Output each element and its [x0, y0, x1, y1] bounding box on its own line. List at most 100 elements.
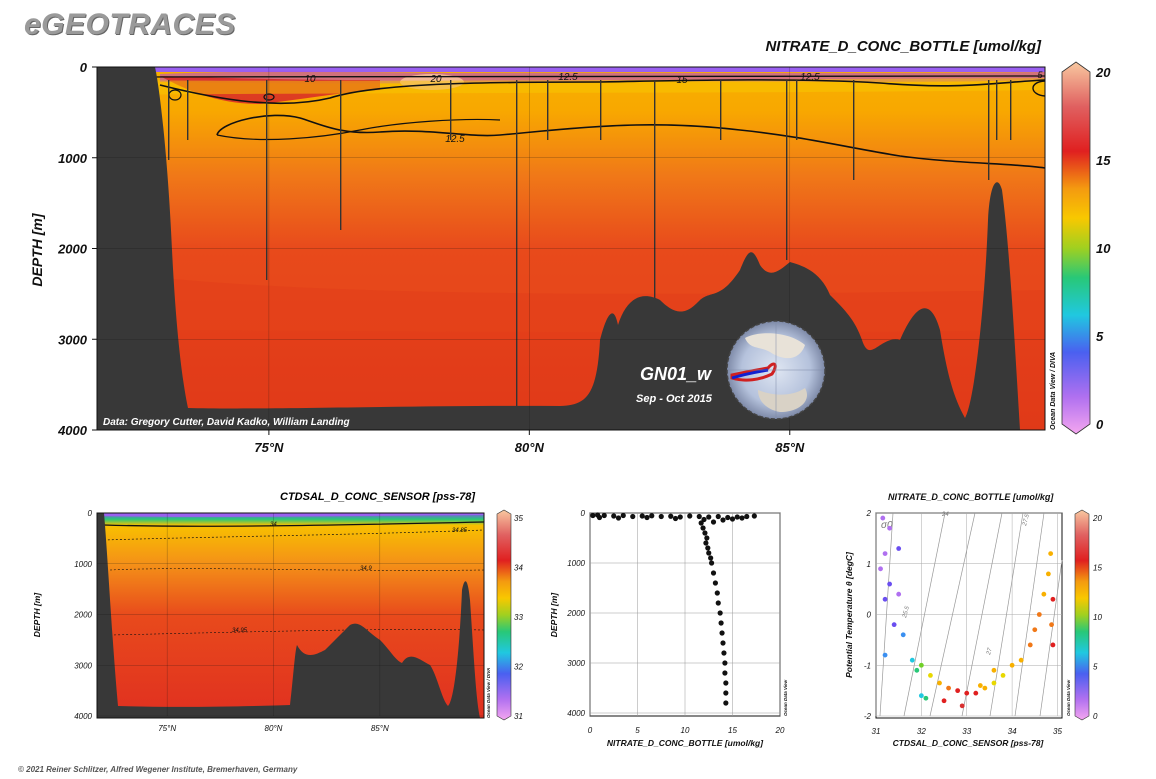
salinity-y-label: DEPTH [m] [32, 592, 42, 638]
brand-logo: eGEOTRACES [24, 8, 236, 41]
profile-y-label: DEPTH [m] [549, 592, 559, 638]
ts-point [896, 546, 902, 551]
profile-point [706, 550, 712, 556]
ts-x-axis: 31 32 33 34 35 [872, 727, 1063, 736]
isopycnal-line [879, 512, 894, 717]
ts-colorbar-ticks: 0 5 10 15 20 [1092, 514, 1102, 721]
profile-y-tick-label: 1000 [567, 559, 585, 568]
ts-y-tick-label: 0 [867, 611, 872, 620]
salinity-title: CTDSAL_D_CONC_SENSOR [pss-78] [280, 491, 475, 503]
profile-point [723, 680, 729, 686]
profile-point [709, 560, 715, 566]
profile-y-tick-label: 4000 [567, 709, 585, 718]
ts-y-axis: 2 1 0 -1 -2 [864, 509, 872, 721]
ts-grid [875, 512, 1062, 717]
profile-point [712, 580, 719, 586]
ts-point [882, 652, 888, 658]
profile-x-tick-label: 10 [681, 726, 690, 735]
ts-colorbar-label: 15 [1093, 564, 1102, 573]
profile-point [723, 690, 729, 696]
salinity-contour-labels: 34 34.85 34.9 34.95 [232, 522, 468, 634]
profile-point [703, 540, 709, 546]
profile-x-label: NITRATE_D_CONC_BOTTLE [umol/kg] [607, 738, 764, 748]
ts-point [880, 515, 886, 521]
profile-point [698, 520, 704, 526]
ts-diagram-plot: σ0 24 25.5 27 27.5 31 32 33 34 35 2 1 0 -1 -2 CT… [844, 509, 1071, 748]
ts-y-tick-label: 1 [867, 560, 871, 569]
ts-x-label: CTDSAL_D_CONC_SENSOR [pss-78] [893, 738, 1045, 748]
contour-label: 15 [676, 75, 688, 86]
salinity-section-plot: 75°N 80°N 85°N 0 1000 2000 3000 4000 DEPTH [m]… [32, 509, 491, 733]
profile-point [721, 650, 727, 656]
sal-y-tick-label: 3000 [74, 661, 92, 670]
salinity-colorbar-ticks: 31 32 33 34 35 [514, 514, 523, 721]
salinity-seafloor [97, 513, 480, 718]
sal-contour-34.9 [109, 568, 484, 571]
ts-colorbar-label: 5 [1093, 663, 1098, 672]
salinity-surface-band [97, 513, 484, 517]
profile-point [700, 525, 706, 531]
main-y-tick-label: 4000 [57, 423, 88, 438]
profile-y-tick-label: 0 [581, 509, 586, 518]
main-x-tick-label: 80°N [515, 440, 545, 455]
ts-point [955, 688, 961, 694]
profile-point [717, 610, 723, 616]
profile-x-tick-label: 0 [588, 726, 593, 735]
main-y-tick-label: 1000 [58, 151, 88, 166]
isopycnal-label: 25.5 [902, 605, 911, 619]
profile-point [620, 512, 626, 519]
main-colorbar-label: 20 [1095, 65, 1111, 80]
profile-point [687, 513, 693, 519]
sal-colorbar-label: 33 [514, 613, 523, 622]
profile-point [630, 513, 636, 520]
ts-point [878, 566, 883, 572]
profile-point [722, 660, 728, 666]
salinity-colorbar: 31 32 33 34 35 [496, 509, 523, 721]
salinity-y-axis: 0 1000 2000 3000 4000 [73, 509, 484, 721]
contour-label: 10 [304, 74, 316, 85]
ts-point [1000, 673, 1006, 678]
contour-5 [97, 75, 1045, 78]
ts-points [878, 515, 1056, 709]
sal-colorbar-label: 32 [514, 663, 523, 672]
ts-point [918, 693, 924, 699]
ts-point [1041, 591, 1047, 597]
main-contour-labels: 20 10 15 12.5 12.5 12.5 5 [304, 70, 1043, 145]
ts-y-tick-label: -2 [864, 712, 872, 721]
profile-point [734, 514, 740, 520]
sal-x-tick-label: 85°N [371, 724, 389, 733]
ts-point [1009, 662, 1015, 668]
ts-point [918, 662, 924, 668]
main-colorbar-ticks: 0 5 10 15 20 [1095, 65, 1111, 432]
main-section-plot: 75°N 80°N 85°N 0 1000 2000 3000 4000 DEPTH [m]… [29, 60, 1057, 455]
ts-point [991, 667, 997, 673]
profile-point [649, 513, 655, 519]
ts-colorbar-label: 20 [1092, 514, 1102, 523]
contour-small [1032, 80, 1045, 97]
section-dates: Sep - Oct 2015 [636, 393, 713, 405]
profile-point [639, 513, 645, 519]
ts-point [900, 632, 906, 638]
sal-y-tick-label: 4000 [74, 712, 92, 721]
ts-y-tick-label: 2 [866, 509, 872, 518]
main-x-tick-label: 85°N [775, 440, 805, 455]
isopycnal-label: 24 [941, 512, 949, 518]
profile-point [696, 513, 702, 520]
profile-point [658, 513, 664, 520]
isopycnal-label: 27 [986, 647, 994, 657]
ts-point [1050, 596, 1056, 602]
ts-x-tick-label: 32 [917, 727, 926, 736]
ts-point [991, 680, 997, 686]
surface-low-band [97, 67, 1045, 72]
sample-stations [168, 80, 1012, 410]
contour-label: 12.5 [445, 134, 465, 145]
sal-contour-34.95 [109, 629, 484, 636]
ts-watermark: Ocean Data View [1066, 679, 1071, 716]
main-y-axis: 0 1000 2000 3000 4000 [57, 60, 1045, 438]
profile-point [751, 513, 757, 519]
ts-point [1036, 612, 1042, 617]
profile-watermark: Ocean Data View [783, 679, 788, 716]
sal-y-tick-label: 1000 [74, 560, 92, 569]
contour-12.5-upper [159, 79, 1045, 105]
